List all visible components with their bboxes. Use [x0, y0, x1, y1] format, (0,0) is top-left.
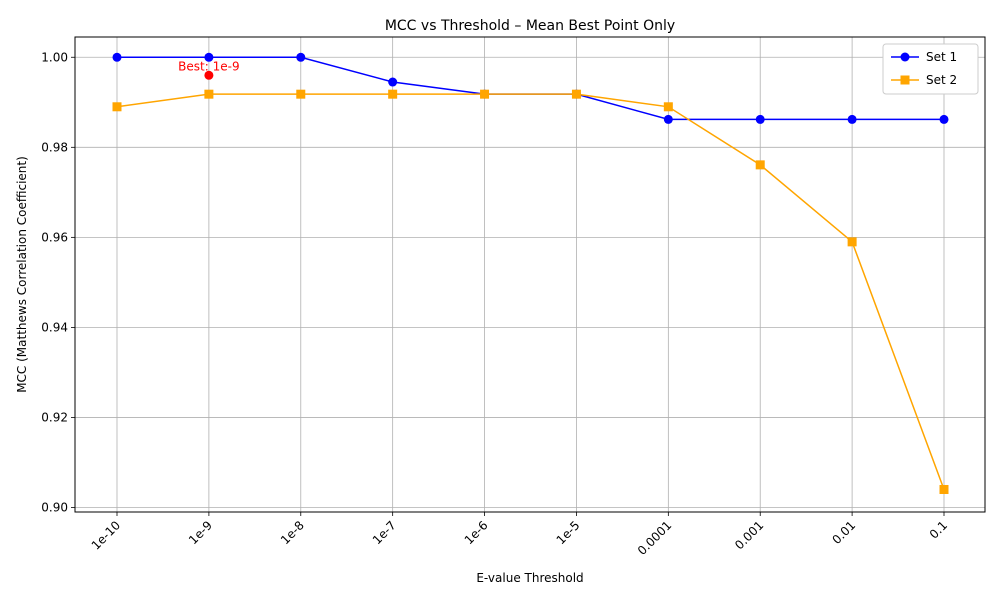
point-set-2: [388, 89, 398, 99]
series: [112, 52, 949, 494]
legend-label-set-2: Set 2: [926, 73, 957, 87]
x-tick-label: 1e-7: [370, 518, 399, 547]
point-set-1: [663, 114, 673, 124]
y-tick-label: 0.98: [41, 140, 68, 154]
x-tick-label: 1e-10: [89, 518, 123, 552]
x-tick-label: 0.0001: [635, 518, 675, 558]
series-line-set-2: [116, 93, 945, 490]
point-set-2: [112, 102, 122, 112]
y-tick-label: 0.96: [41, 230, 68, 244]
point-set-1: [388, 77, 398, 87]
point-set-1: [755, 114, 765, 124]
legend: Set 1 Set 2: [882, 43, 979, 95]
x-tick-label: 1e-8: [278, 518, 307, 547]
x-tick-label: 1e-6: [462, 518, 491, 547]
point-set-2: [480, 89, 490, 99]
plot-area: [75, 37, 985, 512]
grid: [75, 37, 985, 512]
chart-title: MCC vs Threshold – Mean Best Point Only: [385, 18, 675, 34]
point-set-2: [204, 89, 214, 99]
legend-label-set-1: Set 1: [926, 50, 957, 64]
y-tick-label: 1.00: [41, 50, 68, 64]
x-axis-label: E-value Threshold: [476, 571, 583, 585]
point-set-2: [663, 102, 673, 112]
annotations: Best: 1e-9: [178, 59, 240, 80]
point-set-1: [939, 114, 949, 124]
point-set-1: [112, 52, 122, 62]
legend-marker-set-1: [900, 52, 910, 62]
best-point-label: Best: 1e-9: [178, 59, 239, 73]
x-tick-label: 1e-9: [186, 518, 215, 547]
x-tick-label: 0.001: [732, 518, 766, 552]
point-set-1: [296, 52, 306, 62]
y-tick-label: 0.94: [41, 320, 68, 334]
point-set-2: [939, 484, 949, 494]
x-tick-label: 0.1: [927, 518, 950, 541]
y-axis-label: MCC (Matthews Correlation Coefficient): [15, 156, 29, 393]
point-set-2: [755, 160, 765, 170]
point-set-2: [296, 89, 306, 99]
x-tick-label: 0.01: [829, 518, 858, 547]
point-set-2: [847, 237, 857, 247]
point-set-1: [847, 114, 857, 124]
y-tick-label: 0.92: [41, 410, 68, 424]
legend-marker-set-2: [900, 75, 910, 85]
plot-frame: [74, 36, 986, 513]
y-tick-label: 0.90: [41, 500, 68, 514]
best-point-marker: [204, 70, 214, 80]
x-tick-label: 1e-5: [554, 518, 583, 547]
point-set-1: [204, 52, 214, 62]
point-set-2: [571, 89, 581, 99]
